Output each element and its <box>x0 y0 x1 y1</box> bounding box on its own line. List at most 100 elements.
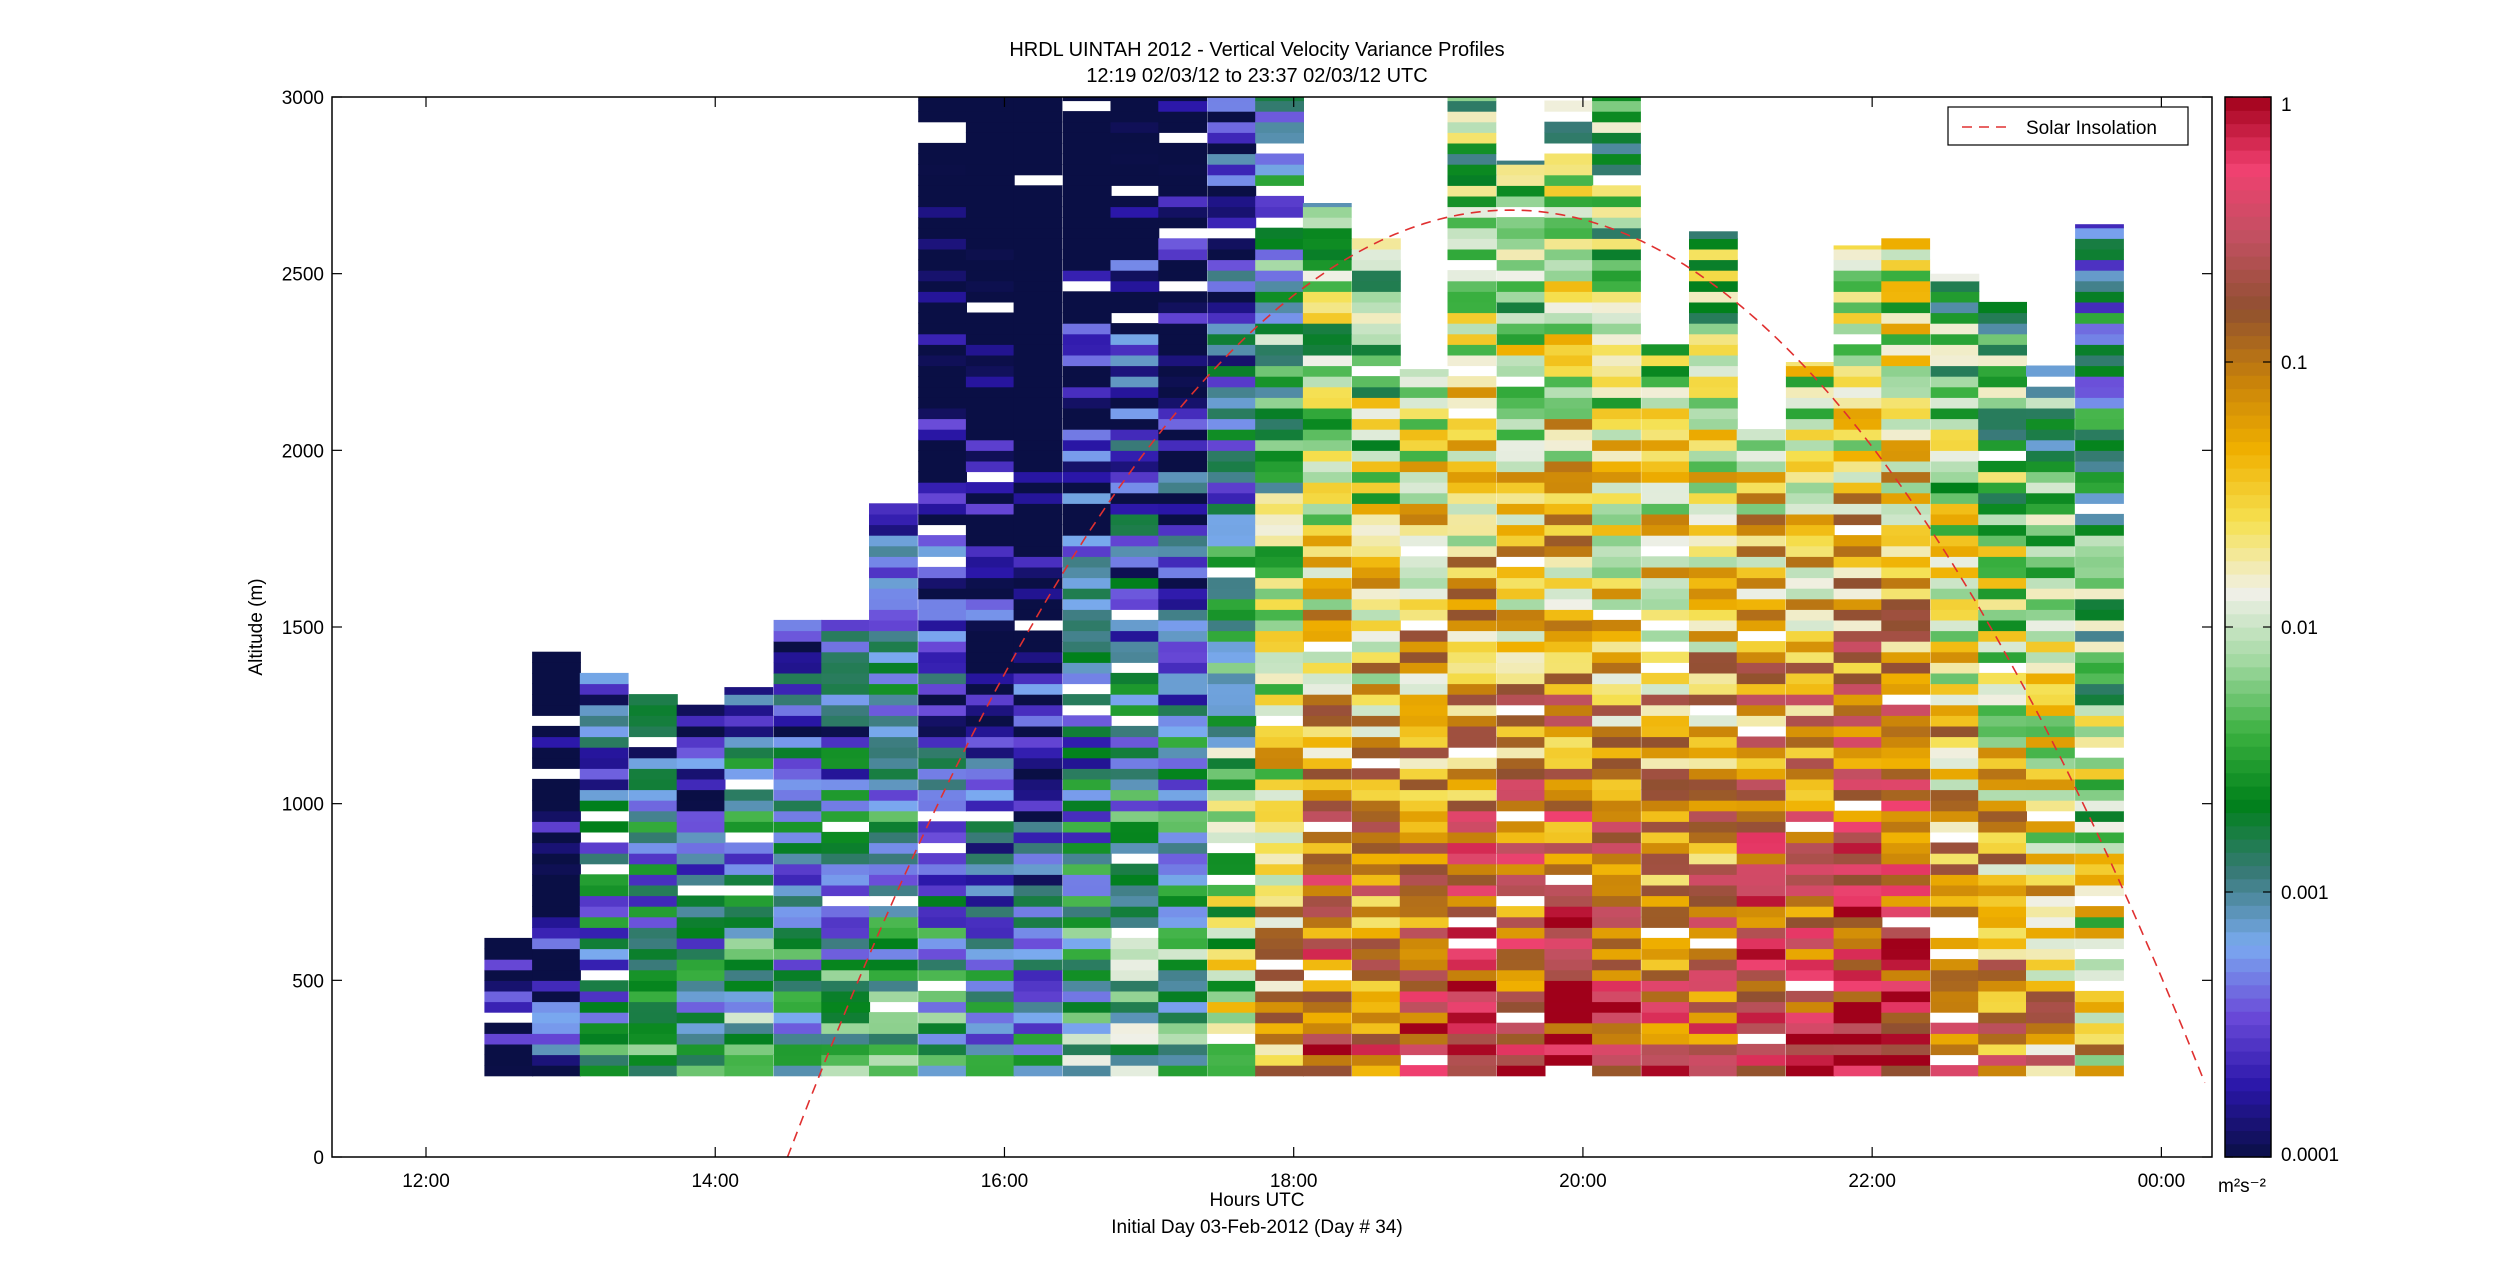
heatmap-cell <box>1785 683 1835 695</box>
heatmap-cell <box>1544 800 1594 812</box>
heatmap-cell <box>1544 948 1594 960</box>
heatmap-cell <box>629 1012 678 1024</box>
heatmap-cell <box>1881 439 1931 451</box>
heatmap-cell <box>1255 248 1304 261</box>
heatmap-cell <box>1978 853 2027 865</box>
heatmap-cell <box>1881 821 1931 833</box>
heatmap-cell <box>1592 111 1641 123</box>
heatmap-cell <box>1641 980 1691 992</box>
heatmap-cell <box>1158 937 1208 950</box>
heatmap-cell <box>1978 906 2027 918</box>
heatmap-cell <box>1641 778 1691 791</box>
heatmap-cell <box>676 1012 726 1024</box>
heatmap-cell <box>1881 259 1931 271</box>
heatmap-cell <box>1496 694 1546 706</box>
heatmap-cell <box>1255 492 1304 504</box>
heatmap-cell <box>1207 980 1257 992</box>
heatmap-cell <box>1302 853 1352 865</box>
heatmap-cell <box>1689 598 1738 610</box>
heatmap-cell <box>1013 386 1063 398</box>
heatmap-cell <box>1207 386 1257 398</box>
heatmap-cell <box>1689 831 1738 844</box>
heatmap-cell <box>2075 577 2124 589</box>
heatmap-cell <box>1399 821 1449 833</box>
heatmap-cell <box>1062 566 1112 579</box>
heatmap-cell <box>1785 747 1835 759</box>
heatmap-cell <box>1689 1012 1738 1024</box>
colorbar-unit-label: m²s⁻² <box>2218 1176 2266 1197</box>
heatmap-cell <box>773 619 823 632</box>
heatmap-cell <box>1352 725 1401 738</box>
heatmap-cell <box>1352 545 1401 557</box>
heatmap-cell <box>2075 588 2124 600</box>
legend-label-solar-insolation: Solar Insolation <box>2026 118 2157 139</box>
heatmap-cell <box>918 482 967 494</box>
heatmap-cell <box>869 513 918 526</box>
colorbar-segment <box>2225 560 2271 575</box>
heatmap-cell <box>1207 672 1257 685</box>
heatmap-cell <box>1110 1043 1160 1056</box>
colorbar-segment <box>2225 415 2271 429</box>
heatmap-cell <box>1544 577 1594 589</box>
heatmap-cell <box>1110 111 1160 123</box>
heatmap-cell <box>965 185 1015 197</box>
heatmap-cell <box>2075 450 2124 462</box>
heatmap-cell <box>1062 312 1112 324</box>
heatmap-cell <box>869 778 918 791</box>
heatmap-cell <box>2075 1065 2124 1077</box>
colorbar-segment <box>2225 229 2271 244</box>
heatmap-cell <box>1013 111 1063 123</box>
heatmap-cell <box>1881 280 1931 292</box>
heatmap-cell <box>1736 1065 1786 1077</box>
heatmap-cell <box>1255 471 1304 483</box>
heatmap-cell <box>1592 407 1641 420</box>
heatmap-cell <box>1496 566 1546 579</box>
heatmap-cell <box>1447 524 1497 536</box>
heatmap-cell <box>1302 513 1352 526</box>
heatmap-cell <box>1689 545 1738 557</box>
heatmap-cell <box>1592 588 1641 600</box>
heatmap-cell <box>1062 874 1112 886</box>
heatmap-cell <box>1013 895 1063 907</box>
heatmap-cell <box>1689 821 1738 833</box>
heatmap-cell <box>1930 937 1980 950</box>
heatmap-cell <box>1785 1054 1835 1066</box>
heatmap-cell <box>1592 333 1641 345</box>
heatmap-cell <box>1207 270 1257 282</box>
colorbar-tick-label: 1 <box>2281 95 2292 116</box>
heatmap-cell <box>1013 238 1063 250</box>
heatmap-cell <box>1352 863 1401 875</box>
heatmap-cell <box>1352 768 1401 780</box>
heatmap-cell <box>1978 937 2027 950</box>
heatmap-cell <box>2026 959 2075 971</box>
heatmap-cell <box>1641 386 1691 398</box>
heatmap-cell <box>1496 778 1546 791</box>
heatmap-cell <box>1158 672 1208 685</box>
heatmap-cell <box>1158 407 1208 420</box>
heatmap-cell <box>2075 863 2124 875</box>
heatmap-cell <box>1207 100 1257 112</box>
heatmap-cell <box>1689 884 1738 897</box>
heatmap-cell <box>918 778 967 791</box>
heatmap-cell <box>1062 916 1112 928</box>
heatmap-cell <box>1352 651 1401 663</box>
heatmap-cell <box>1158 503 1208 515</box>
colorbar-segment <box>2225 521 2271 535</box>
heatmap-cell <box>1447 619 1497 632</box>
heatmap-cell <box>1689 291 1738 303</box>
heatmap-cell <box>918 312 967 324</box>
heatmap-cell <box>1302 323 1352 335</box>
colorbar-segment <box>2225 362 2271 376</box>
heatmap-cell <box>1302 736 1352 748</box>
heatmap-cell <box>1110 100 1160 112</box>
heatmap-cell <box>1689 556 1738 568</box>
heatmap-cell <box>918 1012 967 1024</box>
heatmap-cell <box>1785 736 1835 748</box>
heatmap-cell <box>869 980 918 992</box>
heatmap-cell <box>676 704 726 716</box>
heatmap-cell <box>1496 1065 1546 1077</box>
heatmap-cell <box>1544 768 1594 780</box>
heatmap-cell <box>1399 800 1449 812</box>
heatmap-cell <box>579 683 629 695</box>
heatmap-cell <box>1447 831 1497 844</box>
